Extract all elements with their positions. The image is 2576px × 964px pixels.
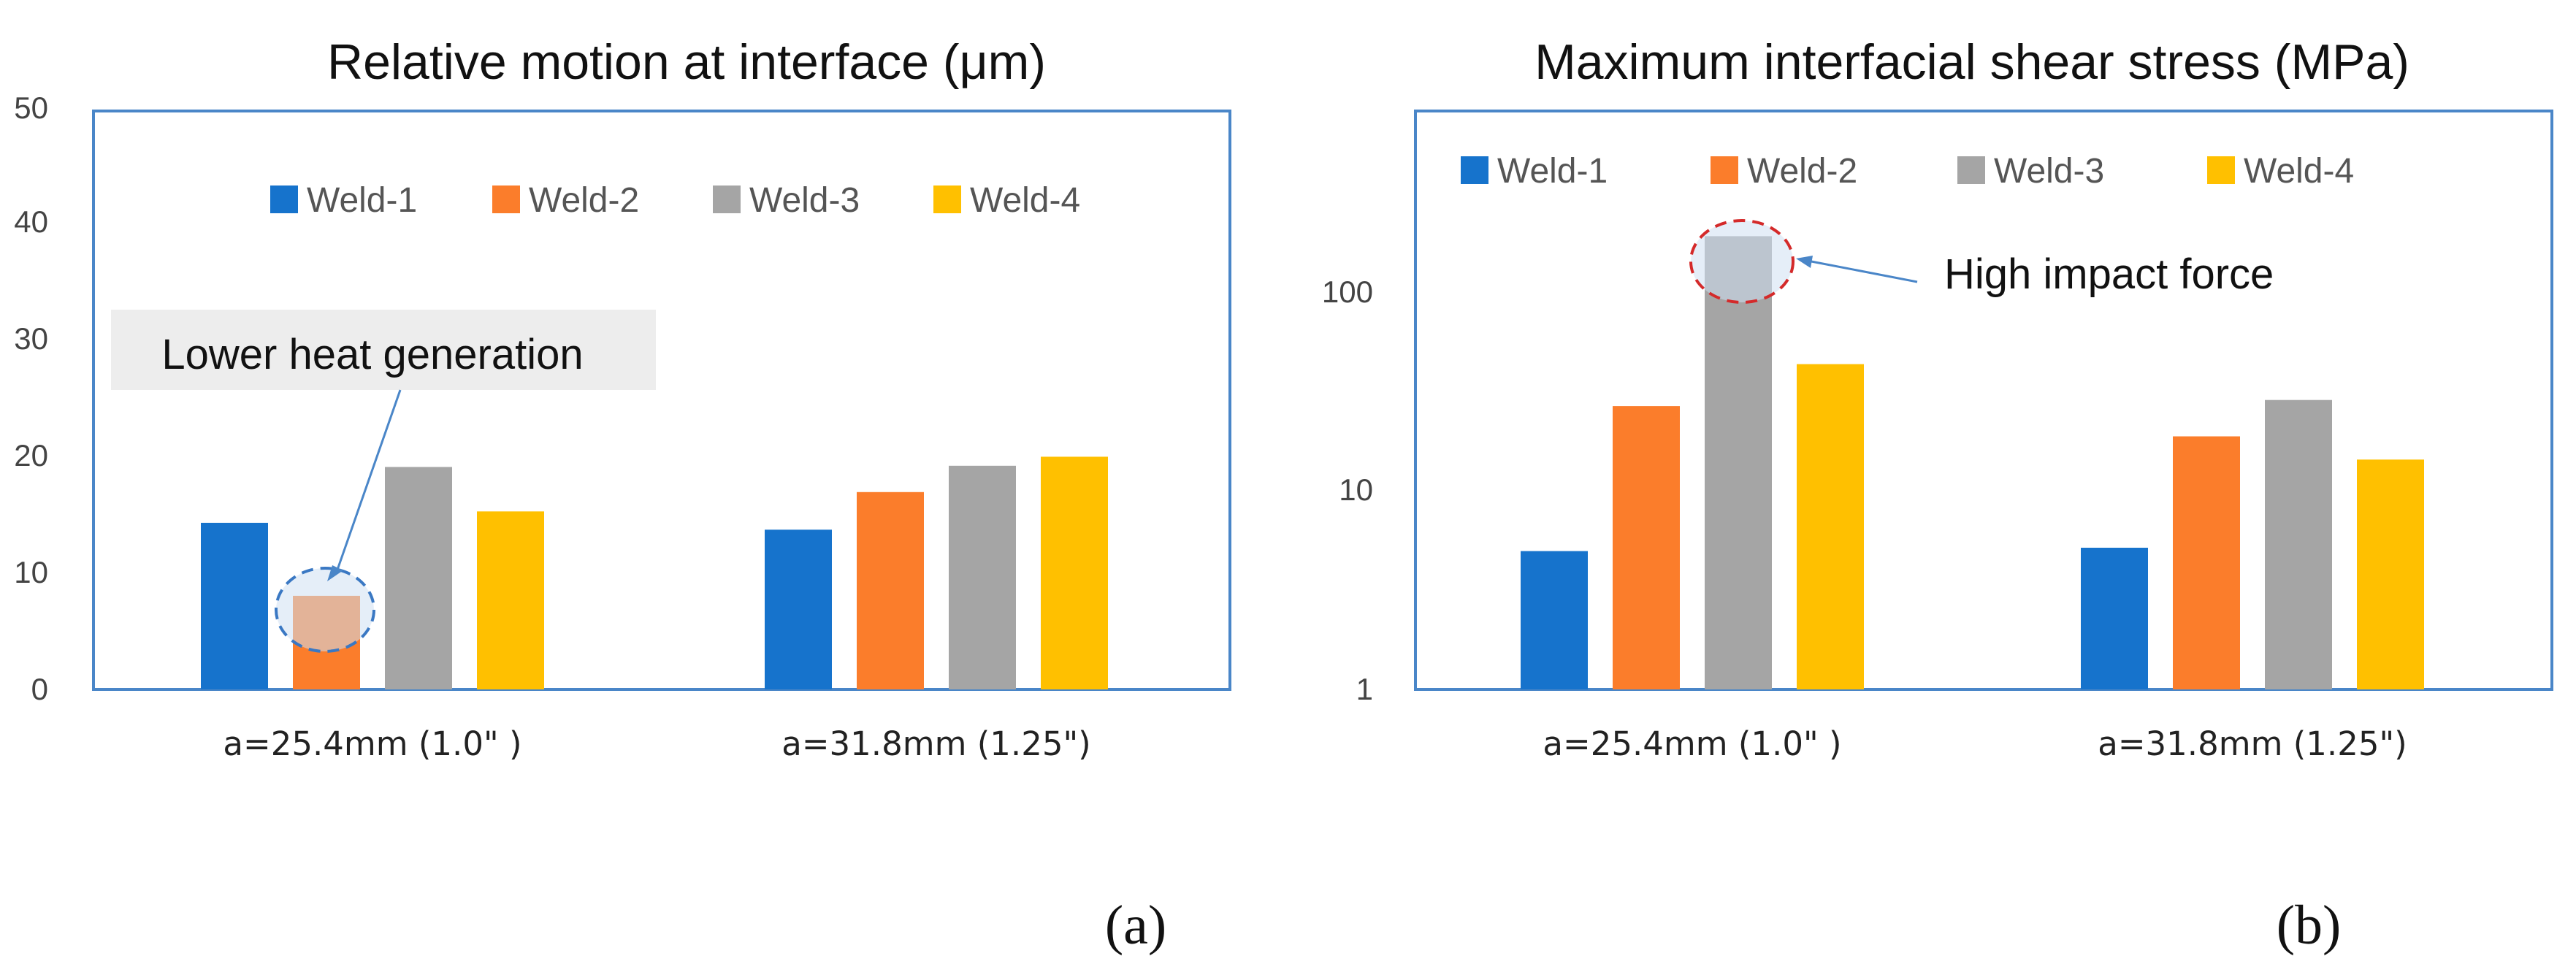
chart-b-bars	[1521, 236, 2424, 689]
chart-b-bar-weld-2-cat-1	[1613, 406, 1680, 689]
chart-a-legend: Weld-1 Weld-2 Weld-3 Weld-4	[270, 181, 1080, 220]
chart-b-y-axis: 1 10 100	[1322, 275, 1373, 706]
chart-b-bar-weld-1-cat-1	[1521, 551, 1588, 689]
legend-label-weld-4: Weld-4	[2244, 152, 2354, 191]
chart-a-ytick: 40	[14, 204, 48, 239]
chart-b-bar-weld-2-cat-2	[2173, 436, 2240, 689]
chart-a-bar-weld-1-cat-2	[765, 529, 832, 689]
chart-a-bar-weld-3-cat-1	[385, 467, 452, 689]
legend-swatch-weld-4	[933, 185, 961, 213]
chart-b-ytick: 10	[1339, 473, 1373, 507]
panel-label-a: (a)	[1105, 895, 1166, 956]
chart-a-category-label: a=25.4mm (1.0" )	[223, 724, 521, 763]
chart-a-annotation-text: Lower heat generation	[161, 331, 583, 378]
legend-label-weld-3: Weld-3	[749, 181, 860, 220]
chart-a-bar-weld-3-cat-2	[949, 465, 1016, 689]
chart-a-y-axis: 0 10 20 30 40 50	[14, 91, 48, 706]
chart-a-bar-weld-4-cat-2	[1041, 456, 1108, 689]
chart-b-bar-weld-1-cat-2	[2081, 548, 2148, 689]
chart-a-ytick: 50	[14, 91, 48, 125]
legend-label-weld-1: Weld-1	[307, 181, 417, 220]
chart-a-title: Relative motion at interface (μm)	[327, 34, 1046, 90]
chart-a-annotation-arrow	[336, 389, 402, 570]
chart-b-highlight-circle	[1689, 219, 1795, 304]
chart-a-category-label: a=31.8mm (1.25")	[781, 724, 1090, 763]
legend-swatch-weld-3	[1957, 156, 1985, 184]
legend-swatch-weld-2	[1711, 156, 1738, 184]
legend-label-weld-3: Weld-3	[1994, 152, 2104, 191]
chart-b-legend: Weld-1 Weld-2 Weld-3 Weld-4	[1461, 152, 2354, 191]
legend-label-weld-1: Weld-1	[1497, 152, 1608, 191]
chart-a-ytick: 0	[31, 672, 48, 706]
chart-b-bar-weld-3-cat-1	[1705, 236, 1772, 689]
chart-b-plot-frame	[1414, 110, 2553, 691]
panel-label-b: (b)	[2277, 895, 2342, 956]
chart-b-ytick: 1	[1356, 672, 1373, 706]
chart-b-bar-weld-3-cat-2	[2265, 399, 2332, 689]
chart-b-annotation-arrow	[1811, 260, 1918, 283]
chart-a-highlight-circle	[275, 567, 375, 653]
legend-label-weld-2: Weld-2	[529, 181, 639, 220]
chart-a-annotation-box	[111, 310, 656, 390]
legend-label-weld-4: Weld-4	[970, 181, 1080, 220]
legend-label-weld-2: Weld-2	[1747, 152, 1857, 191]
chart-b-arrow-head	[1796, 256, 1813, 268]
chart-a-bar-weld-2-cat-2	[857, 491, 924, 689]
chart-b-category-label: a=31.8mm (1.25")	[2098, 724, 2407, 763]
chart-a-ytick: 30	[14, 321, 48, 356]
chart-b-category-label: a=25.4mm (1.0" )	[1543, 724, 1841, 763]
chart-a-bars	[201, 456, 1108, 689]
chart-b-bar-weld-4-cat-2	[2357, 459, 2424, 689]
chart-a-ytick: 10	[14, 555, 48, 589]
chart-b: Maximum interfacial shear stress (MPa) 1…	[1322, 34, 2553, 956]
chart-b-ytick: 100	[1322, 275, 1373, 309]
legend-swatch-weld-2	[492, 185, 520, 213]
legend-swatch-weld-1	[270, 185, 298, 213]
legend-swatch-weld-4	[2207, 156, 2235, 184]
chart-a-plot-frame	[92, 110, 1231, 691]
chart-a-bar-weld-1-cat-1	[201, 522, 268, 689]
chart-b-title: Maximum interfacial shear stress (MPa)	[1534, 34, 2409, 90]
chart-a: Relative motion at interface (μm) 0 10 2…	[14, 34, 1231, 956]
chart-b-bar-weld-4-cat-1	[1797, 364, 1864, 689]
chart-b-annotation-text: High impact force	[1944, 250, 2274, 298]
chart-a-ytick: 20	[14, 438, 48, 473]
legend-swatch-weld-3	[713, 185, 741, 213]
chart-a-arrow-head	[327, 565, 343, 581]
legend-swatch-weld-1	[1461, 156, 1488, 184]
chart-a-bar-weld-4-cat-1	[477, 511, 544, 689]
